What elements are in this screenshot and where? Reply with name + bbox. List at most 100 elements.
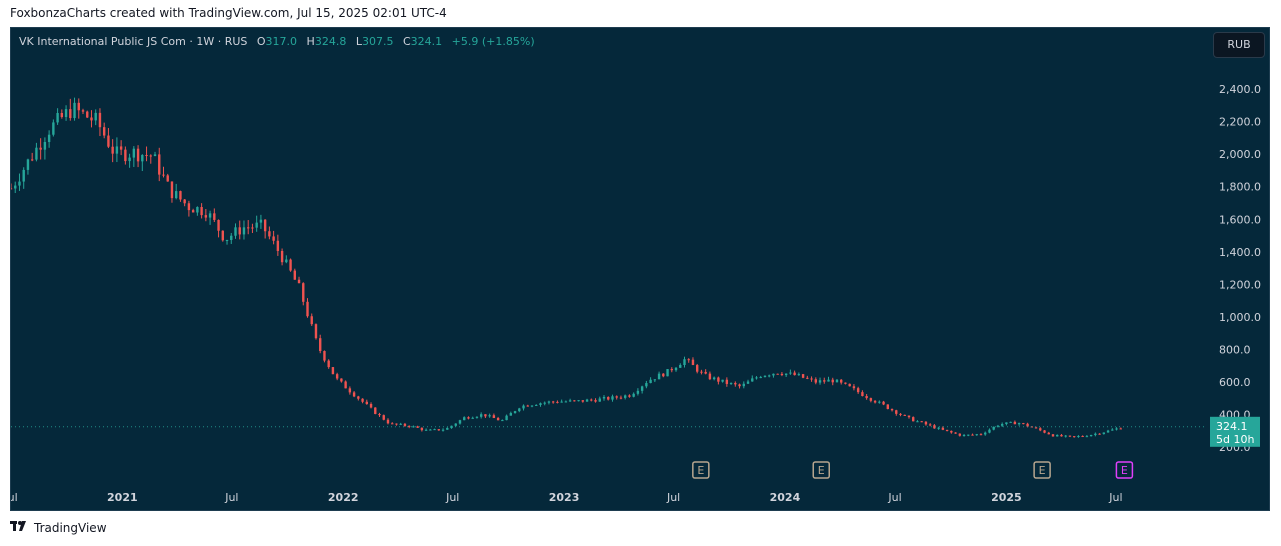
y-tick-label: 1,000.0 <box>1219 311 1261 324</box>
candle-body <box>39 147 42 150</box>
x-tick-label: Jul <box>11 491 18 504</box>
candle-body <box>132 148 136 158</box>
candle-body <box>145 155 148 157</box>
candle-body <box>594 400 597 402</box>
candle-body <box>1072 436 1076 438</box>
low-value: 307.5 <box>361 35 394 48</box>
candle-body <box>187 203 191 211</box>
chart-caption: FoxbonzaCharts created with TradingView.… <box>10 6 447 20</box>
candle-body <box>755 377 758 379</box>
earnings-marker-label: E <box>1039 464 1046 477</box>
candle-body <box>840 379 843 383</box>
candle-body <box>1064 435 1067 437</box>
earnings-marker-box <box>812 461 830 479</box>
candle-body <box>1034 427 1038 429</box>
earnings-marker-box <box>692 461 710 479</box>
candle-body <box>1102 432 1106 434</box>
candle-body <box>801 374 805 378</box>
candle-body <box>30 159 34 161</box>
candle-body <box>153 154 157 157</box>
price-chart[interactable]: 200.0400.0600.0800.01,000.01,200.01,400.… <box>11 28 1270 511</box>
candle-body <box>823 380 826 382</box>
candle-body <box>958 433 962 436</box>
candle-body <box>768 375 771 377</box>
candle-body <box>674 367 678 371</box>
candle-body <box>988 429 991 433</box>
earnings-marker[interactable]: E <box>1115 461 1134 479</box>
candle-body <box>573 400 576 402</box>
candle-body <box>69 109 72 119</box>
candle-body <box>475 416 479 418</box>
candle-body <box>852 386 856 389</box>
candle-body <box>467 417 470 419</box>
candle-body <box>314 324 318 339</box>
candle-body <box>937 427 940 429</box>
currency-button[interactable]: RUB <box>1213 32 1265 58</box>
candle-body <box>878 401 881 403</box>
candle-body <box>348 388 352 393</box>
candle-body <box>416 426 419 428</box>
candle-body <box>141 155 144 162</box>
high-value: 324.8 <box>314 35 347 48</box>
candle-body <box>814 379 817 383</box>
candle-body <box>784 373 788 376</box>
y-tick-label: 1,200.0 <box>1219 278 1261 291</box>
chart-panel[interactable]: 200.0 400.0 600.0 800.0 1,000.0 1,200.0 1,400.… <box>10 27 1270 511</box>
candle-body <box>670 369 673 371</box>
candle-body <box>721 379 724 382</box>
candle-body <box>950 430 953 433</box>
candle-body <box>234 227 237 236</box>
candle-body <box>818 380 822 383</box>
tradingview-brand[interactable]: TradingView <box>10 520 107 535</box>
candle-body <box>446 428 449 430</box>
candle-body <box>369 403 373 408</box>
candle-body <box>1068 435 1072 437</box>
candle-body <box>886 404 890 409</box>
candle-body <box>1000 424 1004 426</box>
candle-body <box>251 227 254 229</box>
earnings-marker[interactable]: E <box>692 461 710 479</box>
earnings-marker-label: E <box>697 464 704 477</box>
x-tick-label: 2025 <box>991 491 1022 504</box>
candle-body <box>928 424 932 426</box>
earnings-marker[interactable]: E <box>812 461 830 479</box>
candle-body <box>484 414 487 417</box>
earnings-marker-box <box>1115 461 1134 479</box>
candle-body <box>751 378 754 382</box>
candle-body <box>471 417 474 419</box>
candle-body <box>780 373 784 376</box>
candle-body <box>14 185 17 189</box>
candle-body <box>306 301 309 317</box>
candle-body <box>657 373 661 380</box>
last-price-badge: 324.15d 10h <box>1210 416 1260 447</box>
candle-body <box>933 425 936 429</box>
candle-body <box>543 402 546 404</box>
candle-body <box>640 386 644 391</box>
candle-body <box>912 417 915 422</box>
candle-body <box>412 426 415 428</box>
candle-body <box>221 230 224 241</box>
candle-body <box>687 359 690 361</box>
candle-body <box>653 379 657 381</box>
candle-body <box>564 401 568 403</box>
candle-body <box>352 392 356 397</box>
candle-body <box>535 404 538 406</box>
candle-body <box>124 149 127 162</box>
candle-body <box>268 231 271 237</box>
candle-body <box>285 259 288 263</box>
candle-body <box>501 420 504 422</box>
candle-body <box>1022 423 1025 425</box>
candle-body <box>539 403 542 405</box>
candle-body <box>1043 430 1046 433</box>
candle-body <box>789 372 792 374</box>
candle-body <box>391 423 394 425</box>
candle-body <box>738 384 741 387</box>
candle-body <box>619 397 623 399</box>
candle-body <box>119 146 123 150</box>
earnings-marker[interactable]: E <box>1033 461 1051 479</box>
candle-body <box>649 379 652 384</box>
y-tick-label: 1,600.0 <box>1219 213 1261 226</box>
candle-body <box>386 419 390 424</box>
candle-body <box>734 382 737 385</box>
candle-body <box>94 112 97 121</box>
